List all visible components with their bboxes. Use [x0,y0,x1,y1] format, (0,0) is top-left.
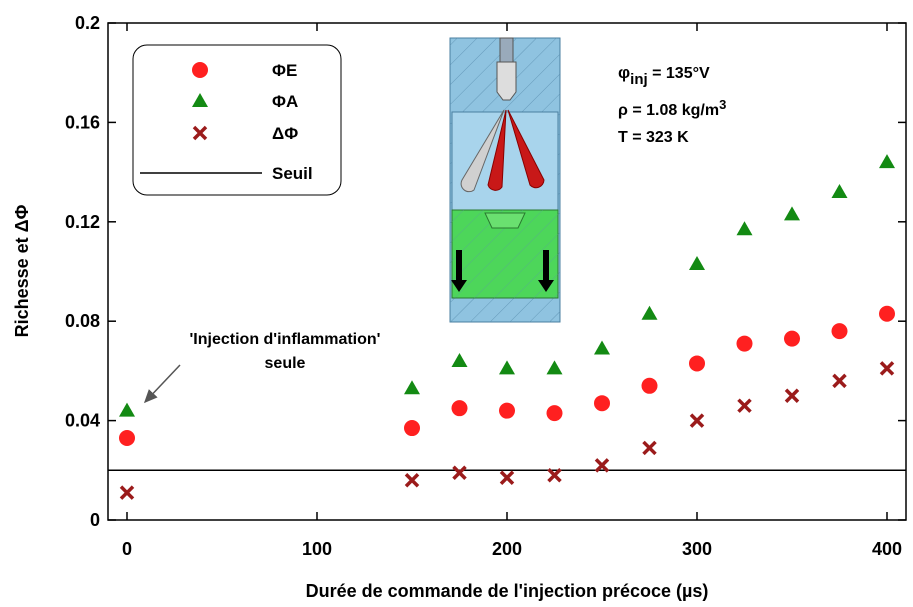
inset-text: T = 323 K [618,129,689,146]
point [642,440,657,456]
point [499,470,515,485]
point [404,380,420,395]
point [832,373,847,389]
point [831,183,848,198]
y-tick-label: 0.12 [65,212,100,232]
point [879,305,895,322]
y-tick-label: 0.08 [65,311,100,331]
point [547,468,562,483]
y-axis-label: Richesse et ΔΦ [12,204,32,337]
point [879,154,895,169]
inset-rho: ρ = 1.08 kg/m3 [618,97,726,119]
inset-text: φ [618,63,630,82]
point [594,458,610,473]
y-tick-label: 0.16 [65,112,100,132]
point [831,323,848,340]
point [879,361,895,376]
x-tick-label: 300 [682,539,712,559]
y-tick-label: 0 [90,510,100,530]
inset-text: 3 [719,97,726,112]
point [689,355,705,372]
point [119,402,135,417]
annotation-arrow [143,364,181,404]
legend-box [132,44,342,196]
point [499,360,515,375]
point [737,398,752,413]
legend-marker [192,93,208,107]
point [451,352,468,367]
point [451,400,468,417]
point [736,335,753,352]
y-tick-label: 0.04 [65,411,100,431]
point [594,340,610,355]
legend [132,44,342,196]
x-axis-label: Durée de commande de l'injection précoce… [306,581,709,601]
inset-text: = 135°V [648,65,710,82]
point [736,221,753,236]
point [784,206,800,221]
inset-text: ρ = 1.08 kg/m [618,102,719,119]
legend-marker [192,62,208,78]
legend-label: ΦE [272,61,297,80]
point [546,360,563,375]
inset-phi: φinj = 135°V [618,63,710,88]
point [784,330,800,347]
legend-label: ΔΦ [272,124,298,143]
annotation: seule [265,355,306,372]
legend-label: Seuil [272,164,313,183]
point [641,305,658,320]
x-tick-label: 400 [872,539,902,559]
injector-diagram [449,37,561,323]
point [689,413,705,428]
point [784,388,800,403]
point [689,256,705,271]
point [594,395,610,412]
point [119,429,135,446]
x-tick-label: 200 [492,539,522,559]
point [546,405,563,422]
legend-marker [192,125,208,141]
point [119,485,135,500]
x-tick-label: 0 [122,539,132,559]
point [404,420,420,437]
y-tick-label: 0.2 [75,13,100,33]
annotation: 'Injection d'inflammation' [190,331,381,348]
x-tick-label: 100 [302,539,332,559]
legend-label: ΦA [272,92,298,111]
point [641,377,658,394]
inset-text: inj [630,71,648,88]
point [499,402,515,419]
point [404,473,420,488]
point [452,465,467,481]
